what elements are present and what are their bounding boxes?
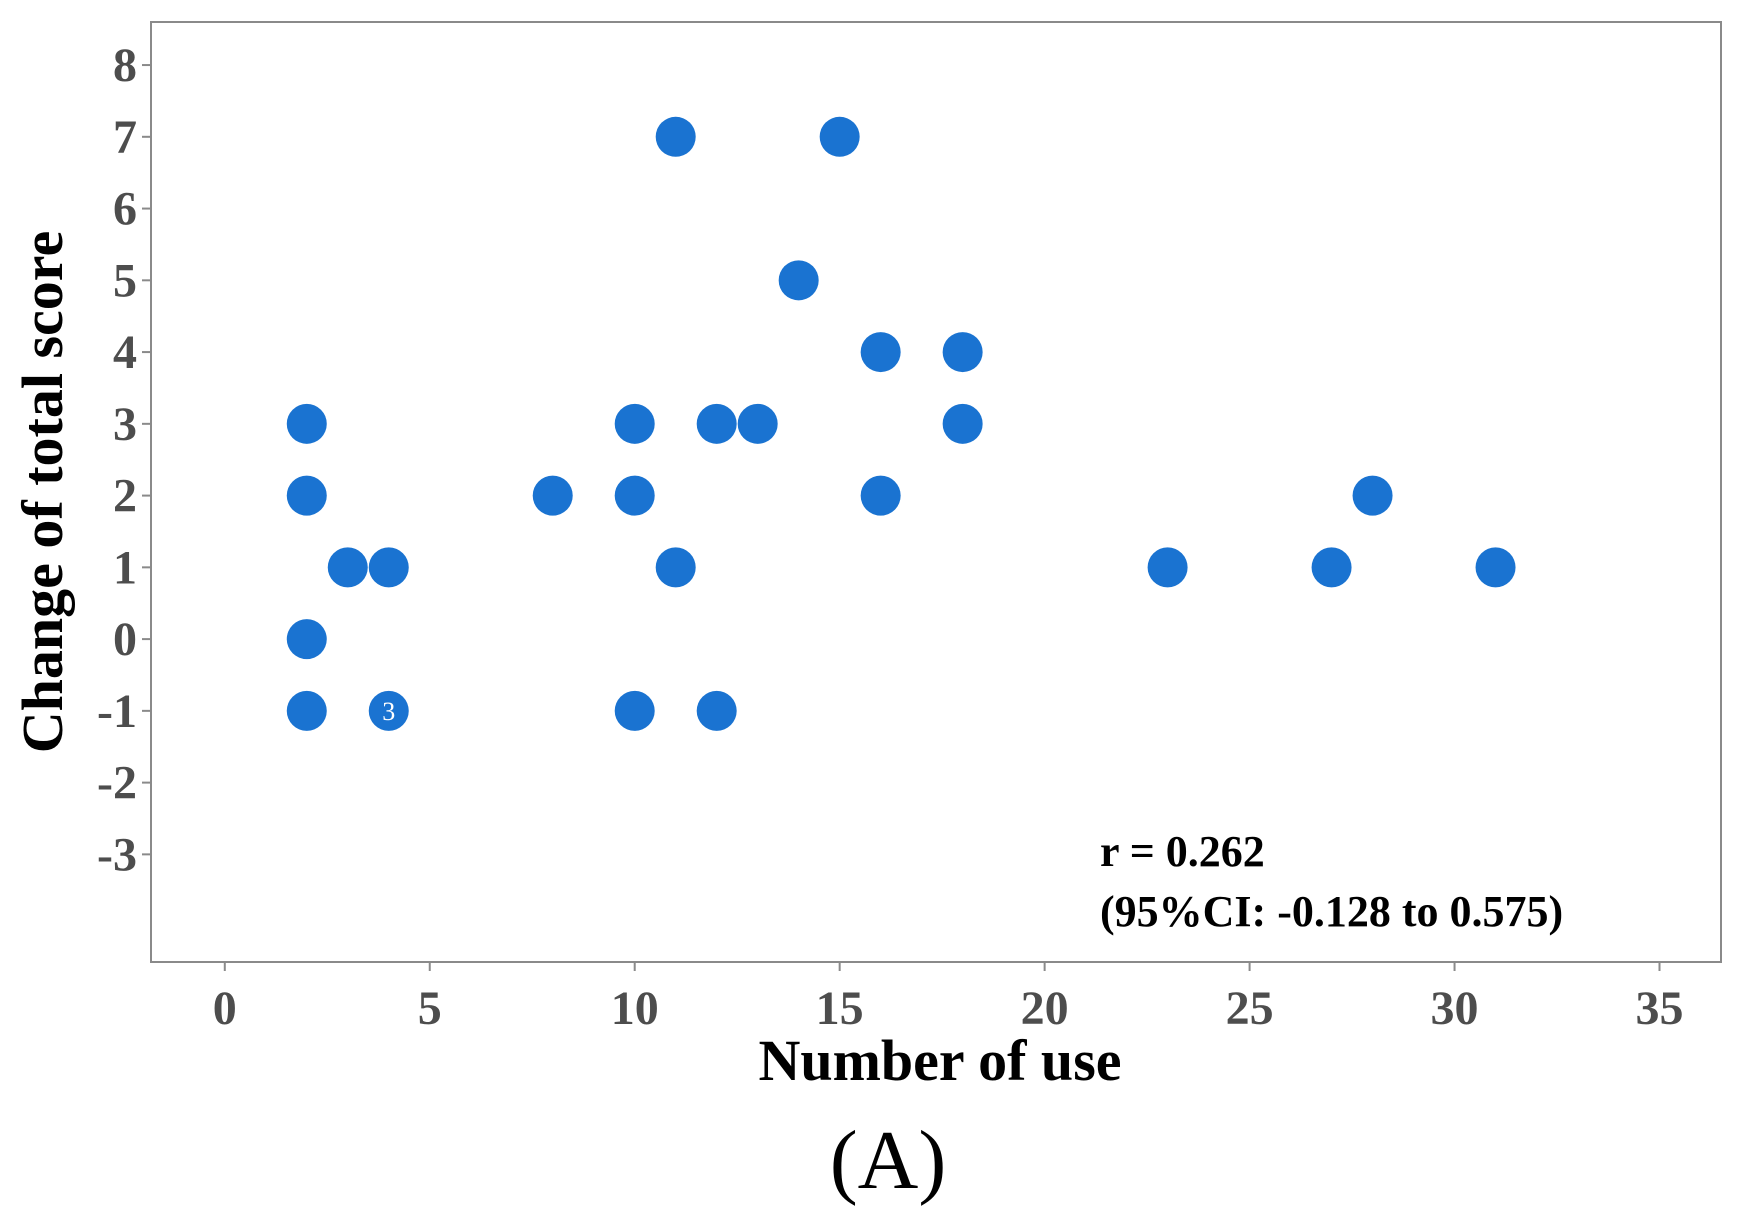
data-point [532,475,573,516]
data-point [778,260,819,301]
data-point [942,332,983,373]
y-tick-label: 1 [113,541,137,594]
data-point [286,403,327,444]
y-tick-label: 5 [113,254,137,307]
data-points: 3 [286,116,1516,731]
y-tick-label: 2 [113,470,137,523]
data-point [614,403,655,444]
data-point [1147,547,1188,588]
data-point-count-label: 3 [382,697,395,726]
correlation-annotation-line-2: (95%CI: -0.128 to 0.575) [1100,887,1563,936]
data-point [860,332,901,373]
data-point [696,690,737,731]
data-point [819,116,860,157]
data-point [286,619,327,660]
x-tick-label: 0 [213,982,237,1035]
data-point [368,547,409,588]
x-tick-label: 25 [1226,982,1274,1035]
data-point [327,547,368,588]
data-point [286,690,327,731]
x-tick-label: 5 [418,982,442,1035]
data-point [655,116,696,157]
data-point [1475,547,1516,588]
data-point [655,547,696,588]
y-tick-labels: -3 -2 -1 0 1 2 3 4 5 6 7 8 [97,39,137,881]
x-tick-label: 30 [1431,982,1479,1035]
data-point [368,690,409,731]
panel-label: (A) [830,1114,947,1207]
data-point [696,403,737,444]
x-tick-labels: 0 5 10 15 20 25 30 35 [213,982,1684,1035]
data-point [737,403,778,444]
x-tick-label: 10 [611,982,659,1035]
data-point [614,475,655,516]
y-tick-label: 0 [113,613,137,666]
correlation-annotation-line-1: r = 0.262 [1100,827,1265,876]
x-tick-label: 20 [1021,982,1069,1035]
x-axis-title: Number of use [758,1028,1121,1093]
y-tick-label: 4 [113,326,137,379]
y-tick-label: -3 [97,828,137,881]
axis-ticks [142,64,1661,971]
data-point [942,403,983,444]
y-tick-label: 7 [113,111,137,164]
x-tick-label: 15 [816,982,864,1035]
data-point [286,475,327,516]
y-tick-label: -2 [97,757,137,810]
y-tick-label: -1 [97,685,137,738]
data-point [1352,475,1393,516]
data-point [860,475,901,516]
y-tick-label: 3 [113,398,137,451]
plot-panel-border [150,21,1722,963]
x-tick-label: 35 [1636,982,1684,1035]
y-tick-label: 8 [113,39,137,92]
y-axis-title: Change of total score [10,231,75,753]
data-point [614,690,655,731]
data-point [1311,547,1352,588]
y-tick-label: 6 [113,183,137,236]
